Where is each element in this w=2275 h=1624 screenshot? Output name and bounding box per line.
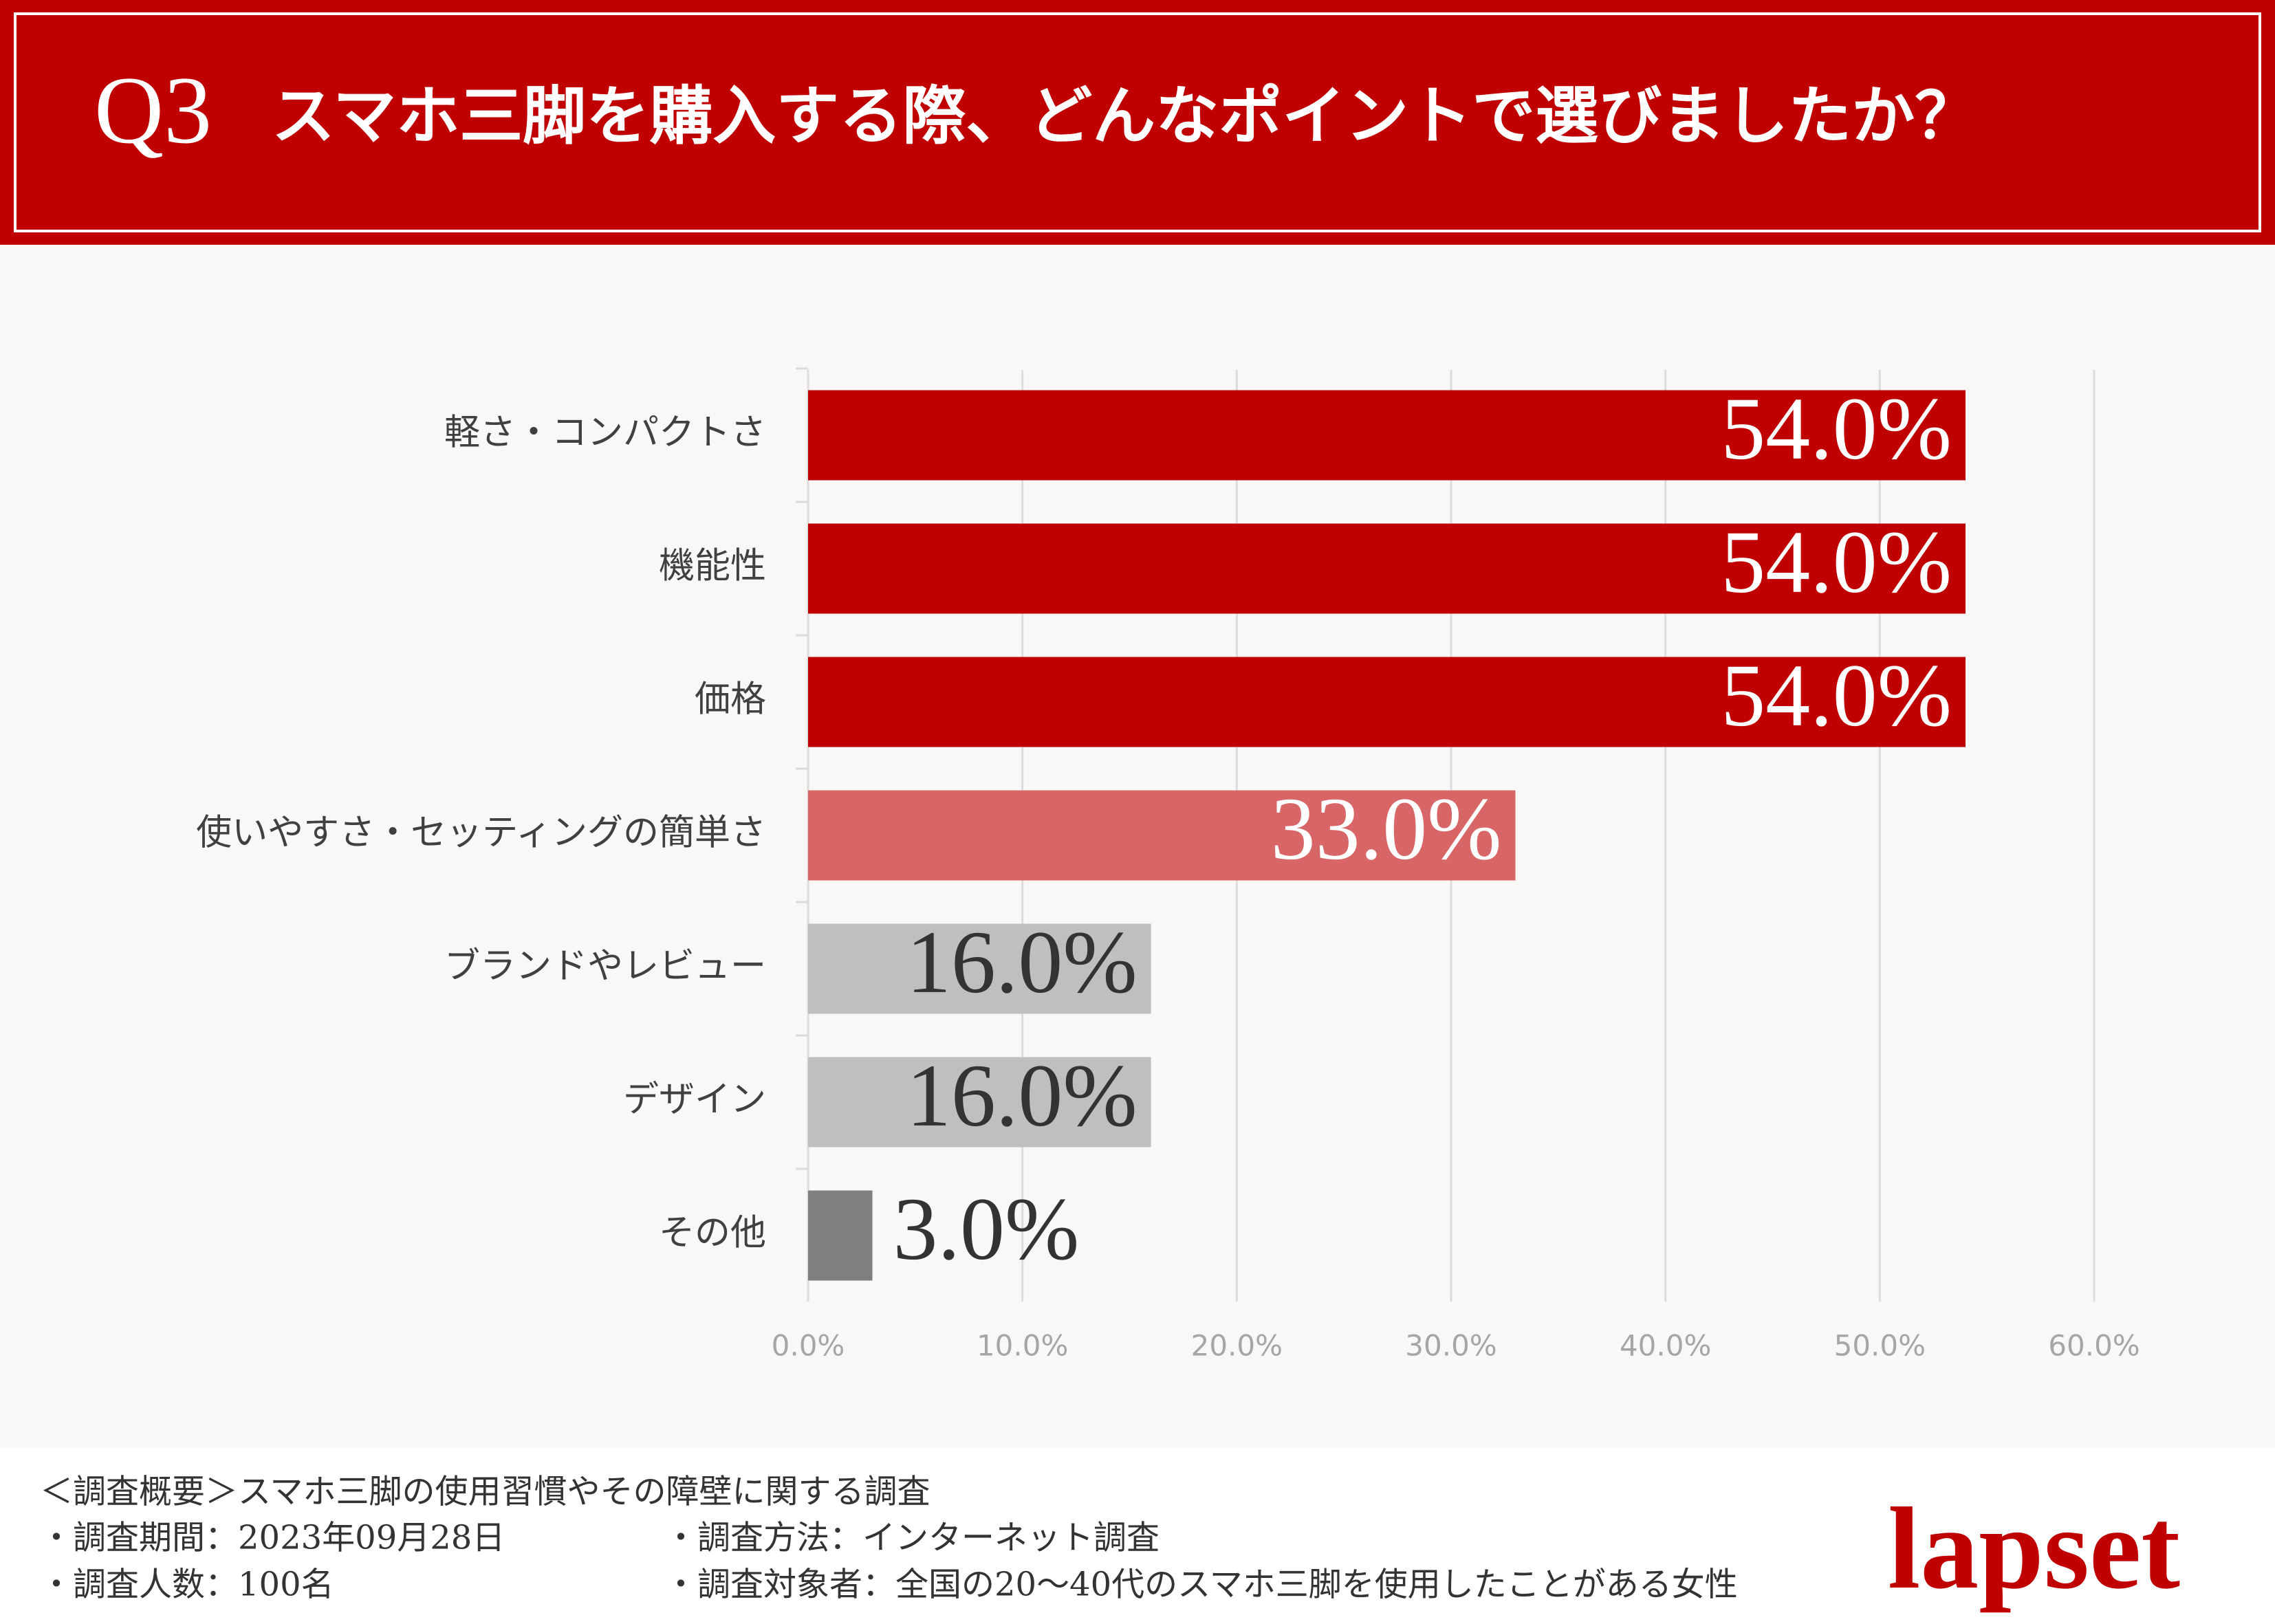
y-tick-label: その他 bbox=[659, 1213, 766, 1254]
bar bbox=[808, 523, 1966, 614]
question-number: Q3 bbox=[94, 57, 212, 164]
logo: lapset bbox=[1888, 1484, 2180, 1613]
value-label: 54.0% bbox=[1721, 513, 1952, 612]
value-label: 54.0% bbox=[1721, 646, 1952, 745]
bar bbox=[808, 790, 1516, 881]
footer-heading: ＜調査概要＞スマホ三脚の使用習慣やその障壁に関する調査 bbox=[40, 1473, 930, 1511]
x-tick-label: 20.0% bbox=[1191, 1329, 1283, 1363]
bar bbox=[808, 923, 1151, 1014]
x-tick-label: 30.0% bbox=[1405, 1329, 1496, 1363]
value-label: 3.0% bbox=[893, 1180, 1080, 1279]
x-tick-label: 50.0% bbox=[1834, 1329, 1926, 1363]
y-tick-label: 機能性 bbox=[659, 546, 766, 587]
bar bbox=[808, 390, 1966, 481]
value-label: 33.0% bbox=[1271, 780, 1502, 879]
footer-item: ・調査方法：インターネット調査 bbox=[664, 1519, 1160, 1557]
footer-band bbox=[0, 1448, 2275, 1624]
bar bbox=[808, 657, 1966, 747]
question-title: スマホ三脚を購入する際、どんなポイントで選びましたか？ bbox=[272, 79, 1978, 153]
footer-item: ・調査人数：100名 bbox=[40, 1566, 334, 1604]
value-label: 16.0% bbox=[906, 1046, 1138, 1145]
y-tick-label: デザイン bbox=[623, 1079, 766, 1121]
bar bbox=[808, 1190, 873, 1281]
y-tick-label: 軽さ・コンパクトさ bbox=[444, 413, 766, 454]
x-tick-label: 60.0% bbox=[2048, 1329, 2140, 1363]
bar bbox=[808, 1057, 1151, 1148]
footer-item: ・調査対象者：全国の20〜40代のスマホ三脚を使用したことがある女性 bbox=[664, 1566, 1738, 1604]
header-band bbox=[0, 0, 2275, 245]
value-label: 54.0% bbox=[1721, 380, 1952, 479]
y-tick-label: ブランドやレビュー bbox=[444, 946, 766, 987]
y-tick-label: 使いやすさ・セッティングの簡単さ bbox=[196, 813, 766, 854]
x-tick-label: 0.0% bbox=[772, 1329, 845, 1363]
x-tick-label: 10.0% bbox=[977, 1329, 1068, 1363]
header-border bbox=[14, 12, 2261, 232]
y-tick-label: 価格 bbox=[695, 679, 766, 721]
x-tick-label: 40.0% bbox=[1620, 1329, 1711, 1363]
footer-item: ・調査期間：2023年09月28日 bbox=[40, 1519, 505, 1557]
value-label: 16.0% bbox=[906, 913, 1138, 1012]
